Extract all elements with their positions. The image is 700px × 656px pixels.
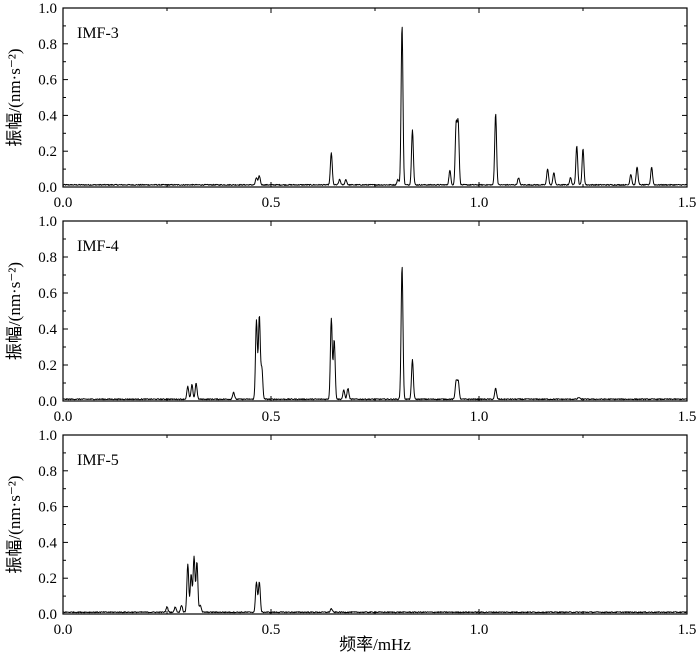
y-tick-label: 0.0	[38, 607, 57, 623]
x-tick-label: 0.5	[262, 409, 281, 425]
x-tick-label: 1.0	[470, 409, 489, 425]
panel-label: IMF-5	[77, 452, 119, 469]
y-tick-label: 0.6	[38, 73, 57, 89]
x-tick-label: 0.0	[54, 409, 73, 425]
x-tick-label: 1.5	[678, 409, 697, 425]
plot-frame	[62, 434, 688, 615]
y-tick-label: 0.2	[38, 358, 57, 374]
plot-frame	[62, 7, 688, 188]
y-tick-label: 0.4	[38, 535, 57, 551]
y-axis-title: 振幅/(nm·s⁻²)	[5, 48, 24, 146]
y-tick-label: 0.4	[38, 108, 57, 124]
y-tick-label: 0.0	[38, 394, 57, 410]
x-axis-title: 频率/mHz	[339, 635, 411, 654]
x-tick-label: 0.5	[262, 195, 281, 211]
y-tick-label: 0.4	[38, 322, 57, 338]
x-tick-label: 1.5	[678, 195, 697, 211]
x-tick-label: 1.5	[678, 622, 697, 638]
panel-3: 0.0 0.2 0.4 0.6 0.8 1.0 0.0 0.5 1.0 1.5 IMF-5 振幅/(n…	[5, 428, 696, 638]
y-tick-label: 0.8	[38, 464, 57, 480]
y-tick-label: 0.0	[38, 180, 57, 196]
y-tick-label: 0.6	[38, 286, 57, 302]
x-tick-label: 0.0	[54, 195, 73, 211]
spectrum-line	[62, 555, 688, 614]
spectrum-line	[62, 26, 688, 186]
y-axis-title: 振幅/(nm·s⁻²)	[5, 475, 24, 573]
panel-2: 0.0 0.2 0.4 0.6 0.8 1.0 0.0 0.5 1.0 1.5 IMF-4 振幅/(n…	[5, 214, 696, 425]
y-axis-title: 振幅/(nm·s⁻²)	[5, 262, 24, 360]
y-tick-label: 0.8	[38, 250, 57, 266]
x-tick-label: 0.0	[54, 622, 73, 638]
x-tick-label: 0.5	[262, 622, 281, 638]
y-tick-label: 1.0	[38, 1, 57, 17]
x-tick-label: 1.0	[470, 195, 489, 211]
y-tick-label: 0.8	[38, 37, 57, 53]
spectrum-line	[62, 266, 688, 401]
y-tick-label: 0.2	[38, 144, 57, 160]
y-tick-label: 0.6	[38, 500, 57, 516]
panel-label: IMF-4	[77, 238, 119, 255]
panel-1: 0.0 0.2 0.4 0.6 0.8 1.0 0.0 0.5 1.0 1.5 IMF-3 振幅/(n…	[5, 1, 696, 211]
y-tick-label: 0.2	[38, 571, 57, 587]
y-tick-label: 1.0	[38, 214, 57, 230]
panel-label: IMF-3	[77, 25, 119, 42]
x-tick-label: 1.0	[470, 622, 489, 638]
y-tick-label: 1.0	[38, 428, 57, 444]
plot-frame	[62, 220, 688, 402]
